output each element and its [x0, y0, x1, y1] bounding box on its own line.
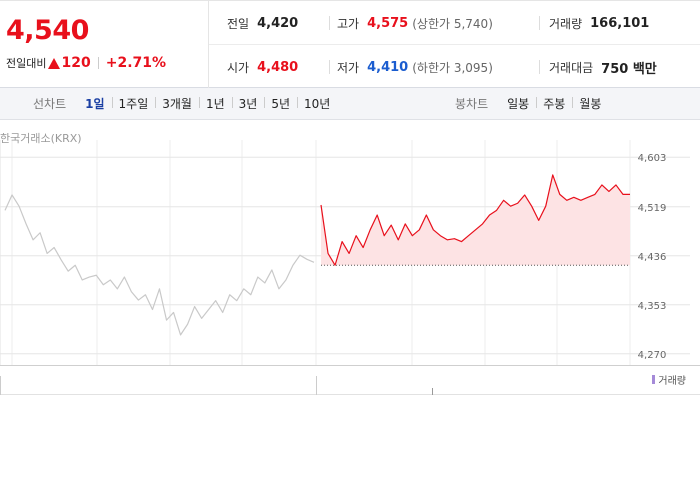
- quote-panel: 4,540 전일대비 120 +2.71% 전일 4,420 고가 4,575 (상한…: [0, 0, 700, 88]
- chart-source: 한국거래소(KRX): [0, 132, 82, 145]
- y-tick-label: 4,436: [638, 252, 667, 263]
- change-label: 전일대비: [6, 57, 47, 70]
- y-tick-label: 4,270: [638, 350, 667, 361]
- stat: 거래대금 750 백만: [549, 57, 657, 77]
- stat-value: 4,410: [367, 59, 409, 75]
- stat-note: (하한가 3,095): [412, 60, 493, 75]
- price-line: [320, 174, 630, 266]
- stats: 전일 4,420 고가 4,575 (상한가 5,740) 거래량 166,101 시가…: [209, 1, 700, 88]
- stat-value: 4,575: [367, 15, 409, 31]
- divider: [539, 16, 540, 30]
- stat-value: 750 백만: [601, 61, 657, 77]
- volume-tick: [316, 376, 317, 395]
- tab[interactable]: 1일: [85, 97, 105, 111]
- stat: 전일 4,420: [227, 13, 298, 33]
- stat: 거래량 166,101: [549, 13, 649, 33]
- change-percent: +2.71%: [105, 55, 167, 71]
- tab[interactable]: 3개월: [155, 95, 199, 112]
- tab[interactable]: 5년: [264, 95, 297, 112]
- stat-label: 시가: [227, 60, 250, 75]
- change-row: 전일대비 120 +2.71%: [6, 55, 166, 71]
- stat-label: 전일: [227, 16, 250, 31]
- divider: [329, 60, 330, 74]
- row-divider: [209, 44, 700, 45]
- tab[interactable]: 일봉: [507, 97, 530, 111]
- divider: [539, 60, 540, 74]
- up-arrow: [48, 57, 61, 69]
- tab-bar: 선차트 1일 1주일 3개월 1년 3년 5년 10년 봉차트 일봉 주봉 월봉: [0, 88, 700, 120]
- tab[interactable]: 3년: [231, 95, 265, 112]
- tab-group-label: 선차트: [33, 97, 67, 111]
- divider: [329, 16, 330, 30]
- stat-value: 166,101: [590, 15, 650, 31]
- stat: 시가 4,480: [227, 57, 298, 77]
- y-tick-label: 4,519: [638, 203, 667, 214]
- stat: 저가 4,410 (하한가 3,095): [337, 57, 493, 77]
- period-tabs: 선차트 1일 1주일 3개월 1년 3년 5년 10년: [33, 88, 337, 119]
- stat: 고가 4,575 (상한가 5,740): [337, 13, 493, 33]
- tab[interactable]: 1주일: [111, 95, 156, 112]
- volume-tick: [0, 376, 1, 395]
- volume-tick: [432, 388, 433, 395]
- stat-label: 거래대금: [549, 60, 594, 75]
- current-price: 4,540: [6, 15, 89, 46]
- chart: 4,603 4,519 4,436 4,353 4,270: [0, 140, 690, 365]
- change-amount: 120: [61, 55, 91, 71]
- volume-legend: 거래량: [652, 372, 686, 387]
- volume-panel: 거래량: [0, 365, 700, 395]
- tab[interactable]: 주봉: [536, 95, 572, 112]
- price-box: 4,540 전일대비 120 +2.71%: [0, 1, 209, 88]
- y-tick-label: 4,603: [638, 153, 667, 164]
- area: [321, 174, 630, 266]
- stat-label: 거래량: [549, 16, 583, 31]
- price-line: [4, 194, 315, 336]
- stat-value: 4,480: [257, 59, 299, 75]
- volume-label: 거래량: [658, 376, 686, 387]
- tab[interactable]: 10년: [297, 95, 337, 112]
- stat-label: 저가: [337, 60, 360, 75]
- stat-note: (상한가 5,740): [412, 16, 493, 31]
- y-tick-label: 4,353: [638, 301, 667, 312]
- separator: [97, 57, 99, 69]
- tab[interactable]: 1년: [198, 95, 232, 112]
- stat-label: 고가: [337, 16, 360, 31]
- stat-value: 4,420: [257, 15, 299, 31]
- tab-group-label: 봉차트: [455, 97, 489, 111]
- candle-tabs: 봉차트 일봉 주봉 월봉: [455, 88, 608, 119]
- tab[interactable]: 월봉: [572, 95, 608, 112]
